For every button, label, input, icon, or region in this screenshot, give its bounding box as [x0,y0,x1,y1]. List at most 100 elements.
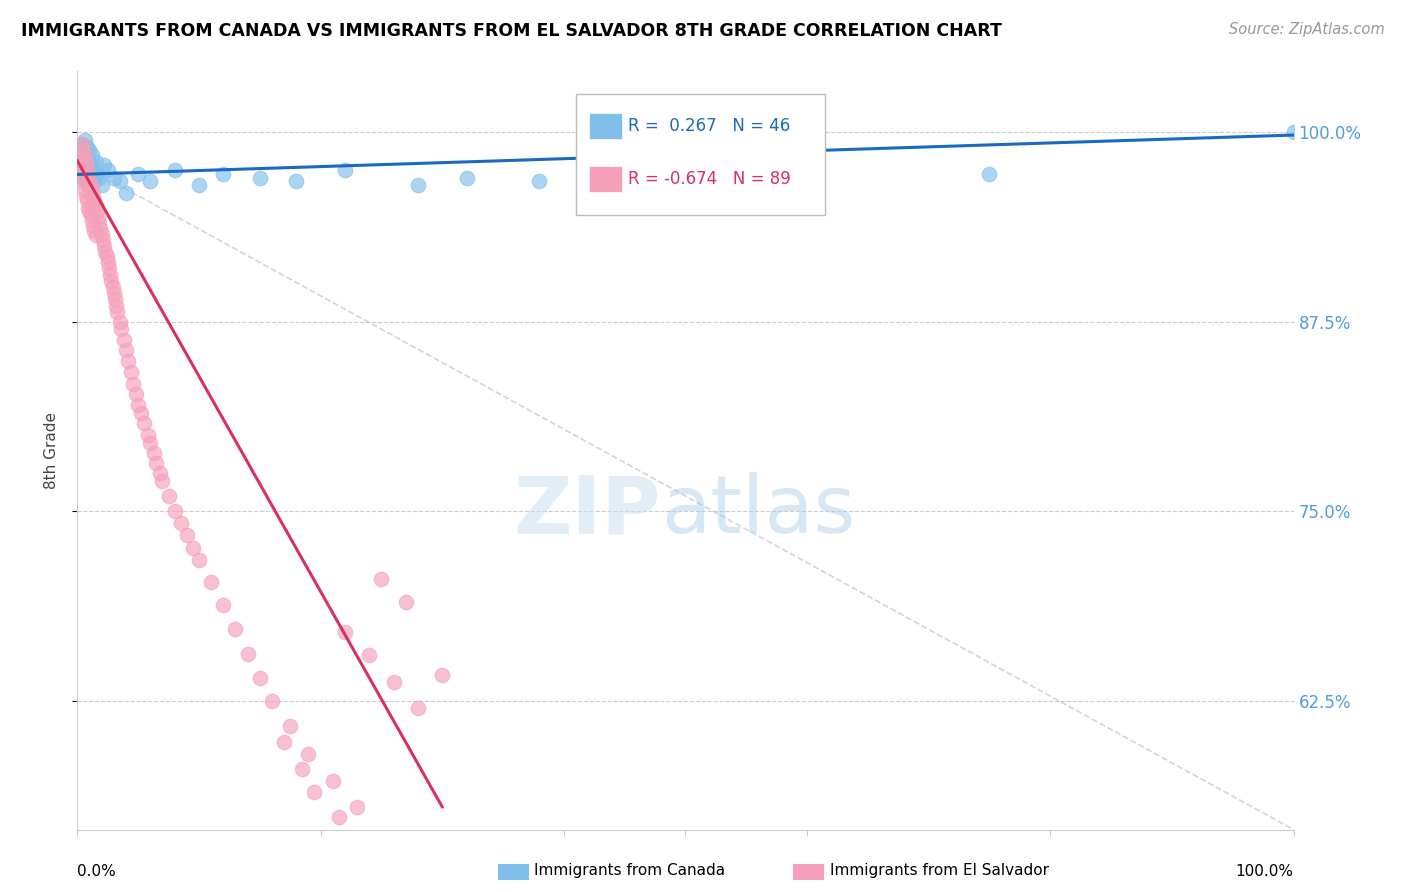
Point [84,228,107,243]
Text: ZIP: ZIP [513,472,661,550]
Point [77,153,100,167]
Point [104,292,127,306]
Point [70,137,93,152]
FancyBboxPatch shape [589,113,623,139]
Point [188,178,211,193]
Point [115,186,138,200]
Point [127,168,149,182]
Point [110,322,132,336]
Point [76,194,98,208]
Point [112,333,135,347]
Point [359,648,381,663]
Point [75,173,97,187]
Point [80,178,103,193]
Point [72,143,94,157]
Point [212,168,235,182]
Point [90,178,112,193]
Point [89,222,111,236]
Point [333,625,356,640]
Point [80,183,103,197]
Point [249,671,271,685]
Point [170,516,193,531]
Point [100,274,122,288]
Point [90,227,112,241]
Point [212,598,235,612]
Point [181,541,204,555]
Point [333,163,356,178]
Point [273,734,295,748]
Point [77,178,100,193]
Point [979,168,1001,182]
Point [122,376,145,391]
Text: R = -0.674   N = 89: R = -0.674 N = 89 [628,170,792,188]
Point [75,188,97,202]
Point [97,163,120,178]
Point [80,148,103,162]
Text: atlas: atlas [661,472,855,550]
Text: R =  0.267   N = 46: R = 0.267 N = 46 [628,117,790,135]
Point [322,774,344,789]
Point [70,155,93,169]
Point [134,416,156,430]
Point [93,158,115,172]
Point [89,170,111,185]
Point [79,143,101,157]
Point [89,216,111,230]
Point [152,474,174,488]
Point [163,163,186,178]
Point [72,170,94,185]
Point [101,279,124,293]
Point [105,300,128,314]
Point [72,143,94,157]
Point [69,153,91,167]
FancyBboxPatch shape [589,166,623,192]
Point [108,315,131,329]
Point [291,762,314,776]
Point [107,305,129,319]
Point [328,810,350,824]
Point [83,224,105,238]
Point [188,552,211,566]
Point [94,244,117,259]
Y-axis label: 8th Grade: 8th Grade [44,412,59,489]
Point [127,398,149,412]
FancyBboxPatch shape [576,95,825,216]
Point [115,343,138,358]
Text: IMMIGRANTS FROM CANADA VS IMMIGRANTS FROM EL SALVADOR 8TH GRADE CORRELATION CHAR: IMMIGRANTS FROM CANADA VS IMMIGRANTS FRO… [21,22,1002,40]
Point [86,203,108,218]
Text: 100.0%: 100.0% [1236,863,1294,879]
Point [163,504,186,518]
Point [352,835,374,849]
Point [176,528,198,542]
Point [120,365,142,379]
Point [70,137,93,152]
Point [79,173,101,187]
Point [142,446,165,460]
Point [529,173,551,187]
Point [73,133,96,147]
Point [103,285,125,300]
Point [93,239,115,253]
Point [76,163,98,178]
Point [370,573,392,587]
Point [297,747,319,761]
Point [82,188,104,202]
Point [125,387,148,401]
Point [406,701,429,715]
Point [86,166,108,180]
Point [80,213,103,227]
Point [103,170,125,185]
Text: Source: ZipAtlas.com: Source: ZipAtlas.com [1229,22,1385,37]
Point [70,148,93,162]
Point [1282,125,1305,139]
Point [395,595,418,609]
Point [82,163,104,178]
Point [97,261,120,276]
Point [73,148,96,162]
Point [382,675,405,690]
Point [70,163,93,178]
Point [73,183,96,197]
Point [139,173,162,187]
Point [83,173,105,187]
Point [260,694,283,708]
